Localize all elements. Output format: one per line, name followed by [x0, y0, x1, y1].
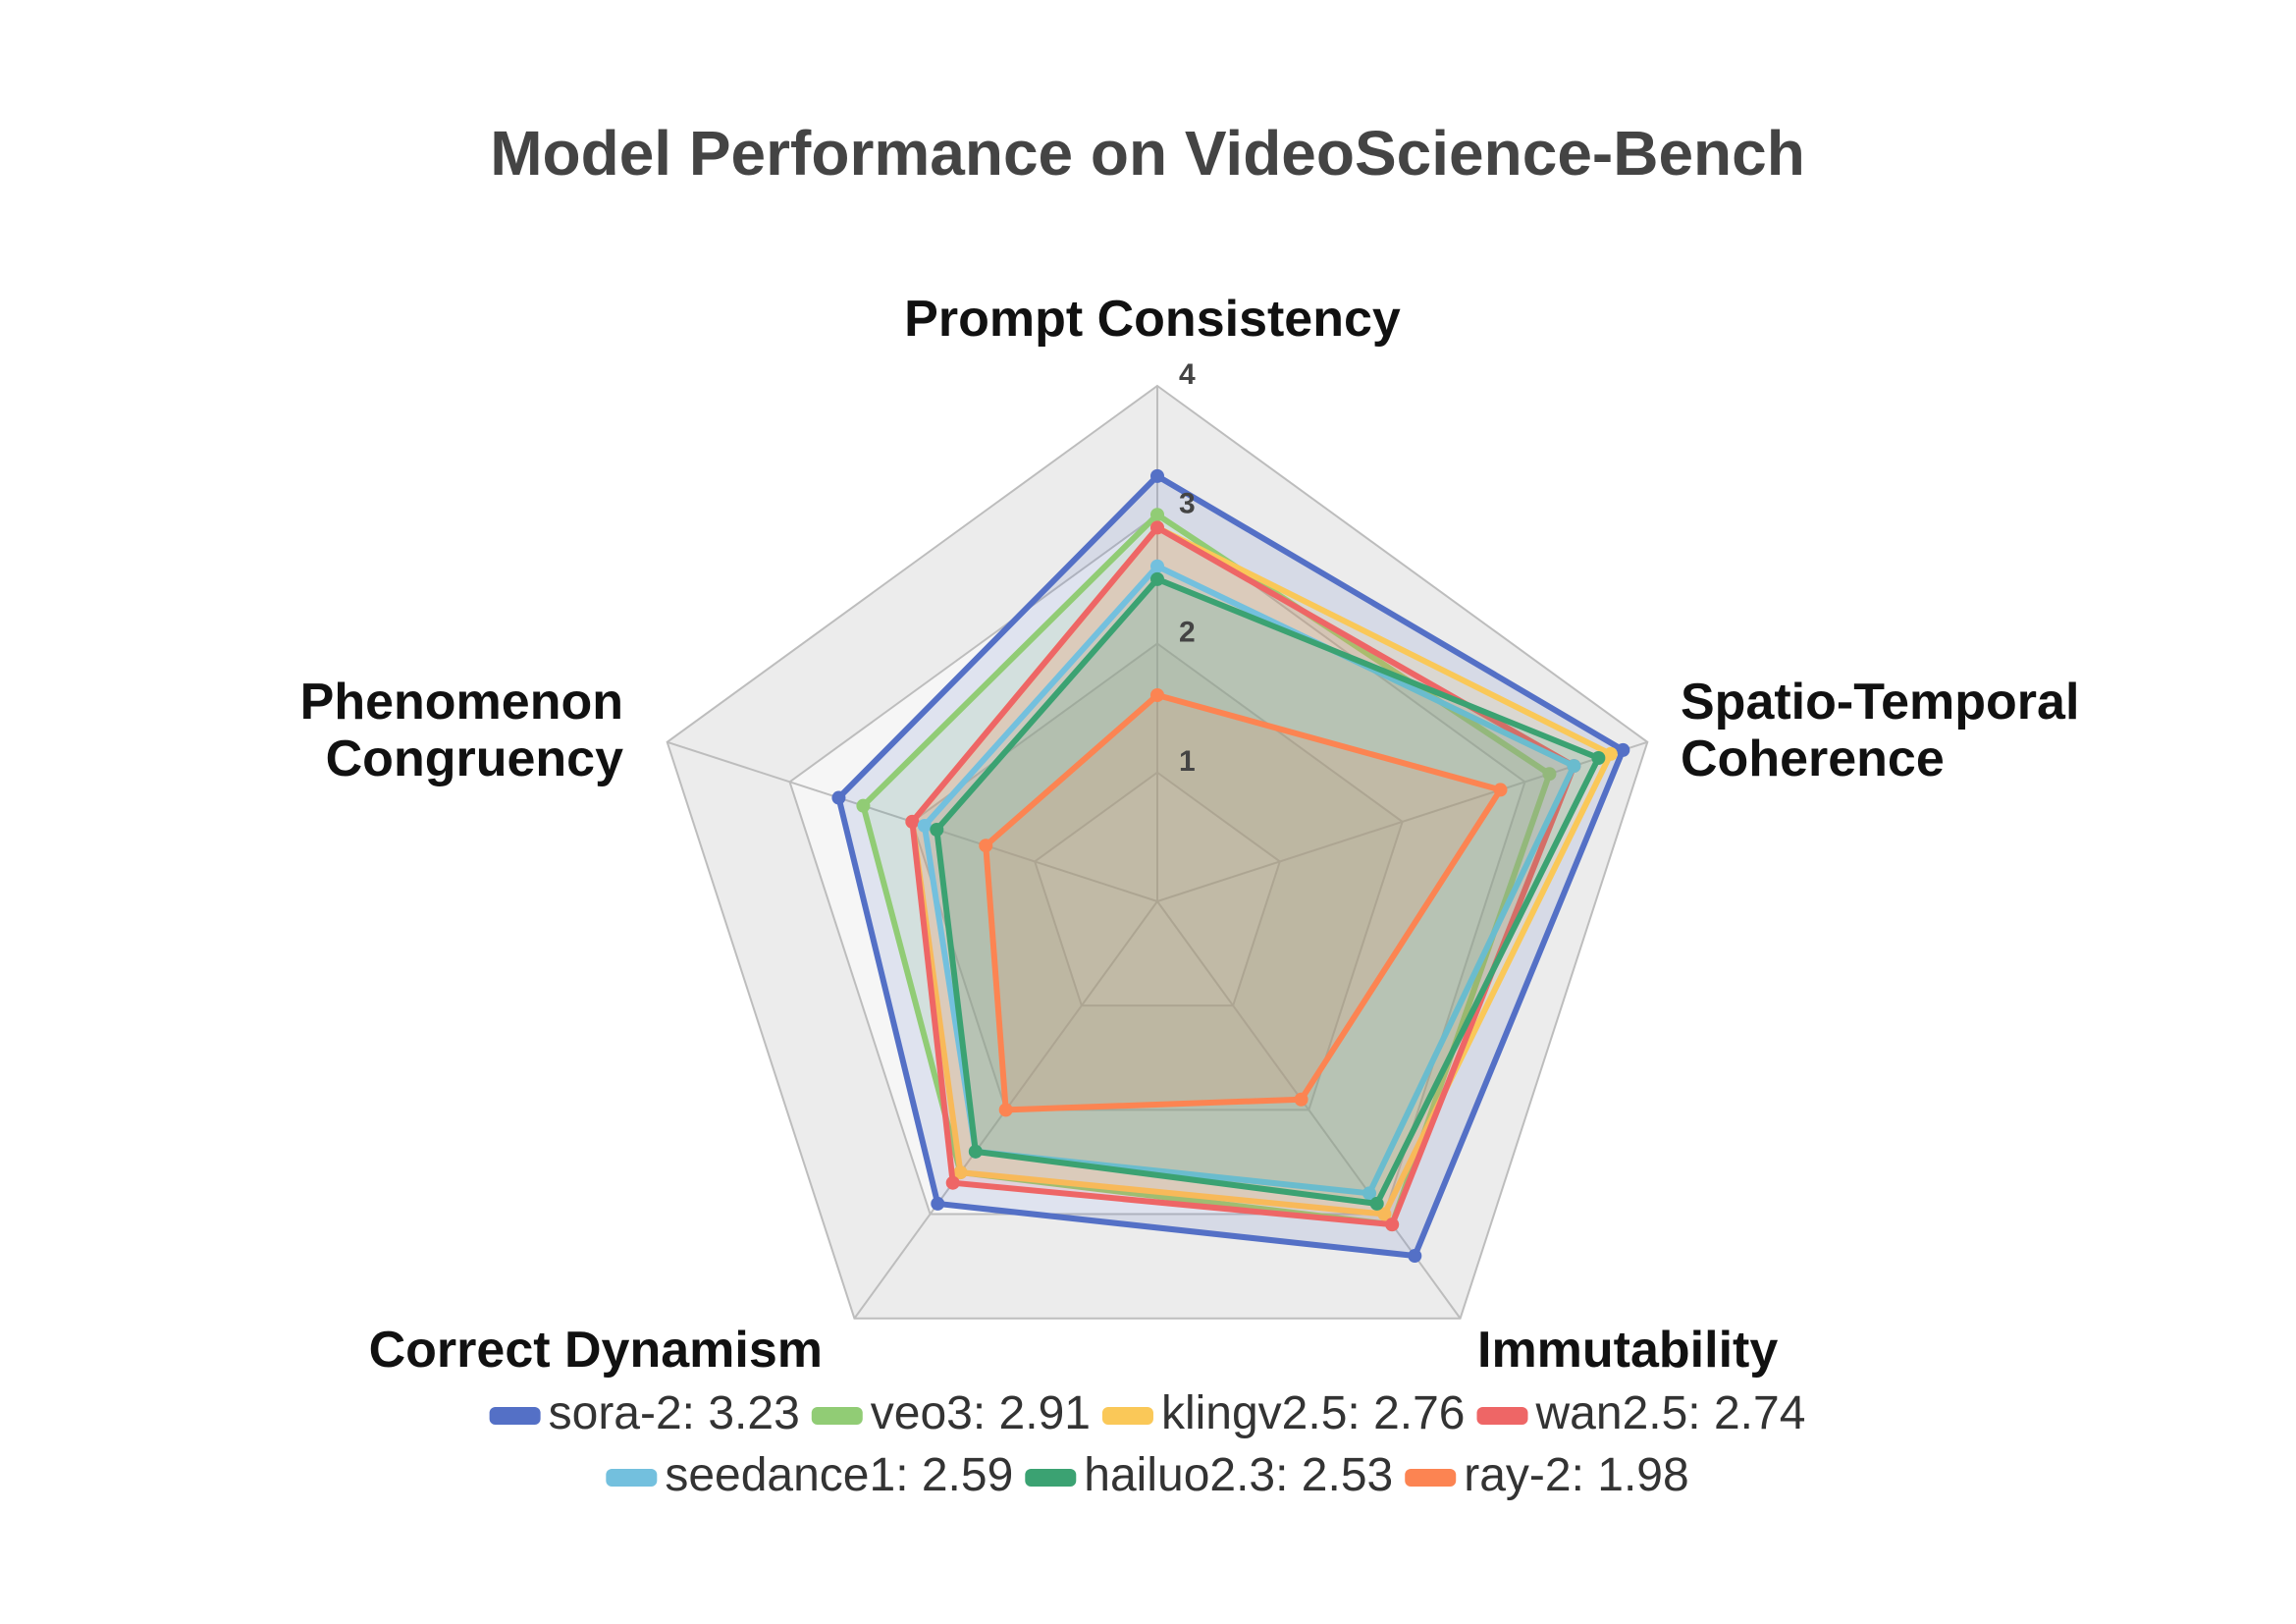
data-point-seedance1-1 — [1567, 759, 1581, 774]
data-point-veo3-1 — [1542, 767, 1557, 782]
legend: sora-2: 3.23 veo3: 2.91 klingv2.5: 2.76 wan… — [489, 1387, 1806, 1501]
series-veo3 — [856, 508, 1557, 1232]
data-point-ray-2-3 — [998, 1103, 1013, 1117]
legend-label-wan2.5: wan2.5: 2.74 — [1535, 1387, 1806, 1439]
axis-label-line: Congruency — [326, 731, 623, 787]
legend-label-seedance1: seedance1: 2.59 — [665, 1449, 1013, 1501]
series-wan2.5 — [905, 520, 1581, 1232]
data-point-hailuo2.3-3 — [968, 1144, 983, 1159]
data-point-klingv2.5-3 — [953, 1165, 968, 1180]
axis-label-2: Immutability — [1477, 1322, 1778, 1379]
tick-label-1: 1 — [1179, 745, 1196, 778]
legend-swatch-hailuo2.3 — [1025, 1469, 1077, 1487]
data-point-ray-2-4 — [979, 839, 993, 853]
data-point-ray-2-2 — [1294, 1092, 1308, 1107]
series-area-hailuo2.3 — [934, 575, 1602, 1207]
axis-label-0: Prompt Consistency — [904, 291, 1401, 348]
axis-label-line: Prompt Consistency — [904, 291, 1401, 348]
legend-label-ray-2: ray-2: 1.98 — [1464, 1449, 1688, 1501]
data-point-seedance1-0 — [1150, 559, 1164, 573]
legend-swatch-sora-2 — [489, 1407, 541, 1425]
series-area-seedance1 — [921, 563, 1577, 1197]
axis-label-line: Phenomenon — [300, 674, 623, 731]
axis-label-3: Correct Dynamism — [369, 1322, 823, 1379]
legend-label-hailuo2.3: hailuo2.3: 2.53 — [1084, 1449, 1393, 1501]
data-point-wan2.5-2 — [1385, 1218, 1400, 1232]
series-area-wan2.5 — [909, 524, 1577, 1228]
radar-ticks: 1 2 3 4 — [1179, 358, 1196, 778]
legend-swatch-wan2.5 — [1476, 1407, 1528, 1425]
series-ray-2 — [979, 688, 1508, 1117]
legend-item-ray-2[interactable]: ray-2: 1.98 — [1405, 1449, 1689, 1501]
data-point-hailuo2.3-0 — [1150, 571, 1164, 586]
data-point-sora-2-3 — [931, 1196, 945, 1211]
legend-swatch-veo3 — [811, 1407, 863, 1425]
data-point-sora-2-2 — [1408, 1249, 1422, 1264]
data-point-seedance1-2 — [1362, 1186, 1377, 1201]
chart-title: Model Performance on VideoScience-Bench — [490, 118, 1805, 189]
tick-label-3: 3 — [1179, 487, 1196, 519]
legend-label-veo3: veo3: 2.91 — [871, 1387, 1091, 1439]
data-point-sora-2-0 — [1150, 468, 1164, 483]
legend-swatch-ray-2 — [1405, 1469, 1457, 1487]
legend-swatch-klingv2.5 — [1101, 1407, 1153, 1425]
legend-label-sora-2: sora-2: 3.23 — [549, 1387, 800, 1439]
legend-item-sora-2[interactable]: sora-2: 3.23 — [489, 1387, 800, 1439]
legend-swatch-seedance1 — [606, 1469, 658, 1487]
legend-row-1: seedance1: 2.59 hailuo2.3: 2.53 ray-2: 1.9… — [606, 1449, 1689, 1501]
data-point-hailuo2.3-1 — [1591, 750, 1606, 765]
series-seedance1 — [917, 559, 1581, 1201]
data-point-klingv2.5-2 — [1377, 1207, 1392, 1221]
data-point-sora-2-1 — [1616, 742, 1630, 757]
data-point-veo3-0 — [1150, 508, 1164, 522]
data-point-wan2.5-0 — [1150, 520, 1164, 535]
series-area-ray-2 — [983, 692, 1504, 1113]
data-point-ray-2-0 — [1150, 688, 1164, 702]
axis-label-line: Spatio-Temporal — [1681, 674, 2079, 731]
axis-label-4: Phenomenon Congruency — [300, 674, 623, 787]
spoke-line-2 — [1156, 900, 1462, 1320]
series-hailuo2.3 — [930, 571, 1606, 1211]
legend-item-seedance1[interactable]: seedance1: 2.59 — [606, 1449, 1013, 1501]
data-point-veo3-4 — [856, 798, 871, 813]
radar-series — [831, 468, 1630, 1264]
data-point-hailuo2.3-2 — [1369, 1196, 1384, 1211]
tick-label-4: 4 — [1179, 358, 1196, 391]
legend-row-0: sora-2: 3.23 veo3: 2.91 klingv2.5: 2.76 wan… — [489, 1387, 1806, 1439]
axis-label-line: Immutability — [1477, 1322, 1778, 1379]
series-area-veo3 — [860, 512, 1553, 1228]
axis-label-1: Spatio-Temporal Coherence — [1681, 674, 2079, 787]
axis-label-line: Correct Dynamism — [369, 1322, 823, 1379]
legend-label-klingv2.5: klingv2.5: 2.76 — [1161, 1387, 1466, 1439]
data-point-wan2.5-4 — [905, 814, 920, 829]
data-point-hailuo2.3-4 — [930, 822, 944, 837]
spoke-line-1 — [1156, 740, 1648, 902]
data-point-wan2.5-3 — [945, 1175, 960, 1190]
legend-item-klingv2.5[interactable]: klingv2.5: 2.76 — [1101, 1387, 1466, 1439]
data-point-sora-2-4 — [831, 790, 846, 805]
axis-labels: Prompt Consistency Spatio-Temporal Coheren… — [300, 291, 2080, 1379]
tick-label-2: 2 — [1179, 617, 1196, 649]
legend-item-wan2.5[interactable]: wan2.5: 2.74 — [1476, 1387, 1806, 1439]
axis-label-line: Coherence — [1681, 731, 1945, 787]
legend-item-hailuo2.3[interactable]: hailuo2.3: 2.53 — [1025, 1449, 1393, 1501]
data-point-ray-2-1 — [1493, 783, 1508, 797]
data-point-seedance1-4 — [917, 818, 932, 833]
legend-item-veo3[interactable]: veo3: 2.91 — [811, 1387, 1091, 1439]
data-point-klingv2.5-1 — [1603, 746, 1618, 761]
